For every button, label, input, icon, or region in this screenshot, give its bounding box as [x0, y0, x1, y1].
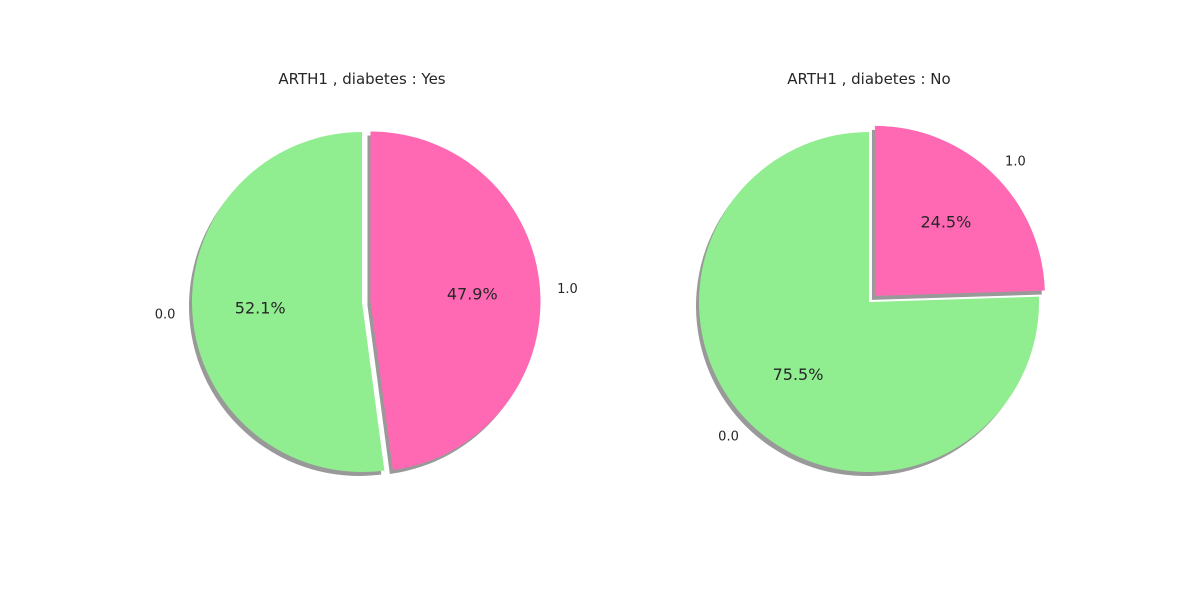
slice-percent-label: 52.1%: [235, 299, 286, 318]
slice-percent-label: 47.9%: [447, 285, 498, 304]
pie-slices: [699, 125, 1045, 473]
pie-chart-diabetes-yes: ARTH1 , diabetes : Yes 1.0 47.9% 0.0 52.1%: [155, 70, 578, 476]
slice-category-label: 0.0: [718, 429, 739, 444]
pie-slices: [192, 131, 541, 472]
slice-percent-label: 75.5%: [773, 365, 824, 384]
slice-category-label: 0.0: [155, 307, 176, 322]
pie-slice-0.0: [192, 132, 385, 472]
slice-category-label: 1.0: [557, 282, 578, 297]
pie-slice-1.0: [874, 125, 1045, 296]
pie-labels: 1.0 47.9% 0.0 52.1%: [155, 282, 578, 322]
chart-title: ARTH1 , diabetes : No: [787, 70, 950, 88]
pie-slice-0.0: [699, 132, 1039, 473]
chart-title: ARTH1 , diabetes : Yes: [278, 70, 445, 88]
slice-percent-label: 24.5%: [920, 213, 971, 232]
pie-slice-1.0: [370, 131, 541, 470]
slice-category-label: 1.0: [1005, 155, 1026, 170]
pie-labels: 1.0 24.5% 0.0 75.5%: [718, 155, 1026, 445]
pie-chart-diabetes-no: ARTH1 , diabetes : No 1.0 24.5% 0.0 75.5%: [696, 70, 1045, 477]
